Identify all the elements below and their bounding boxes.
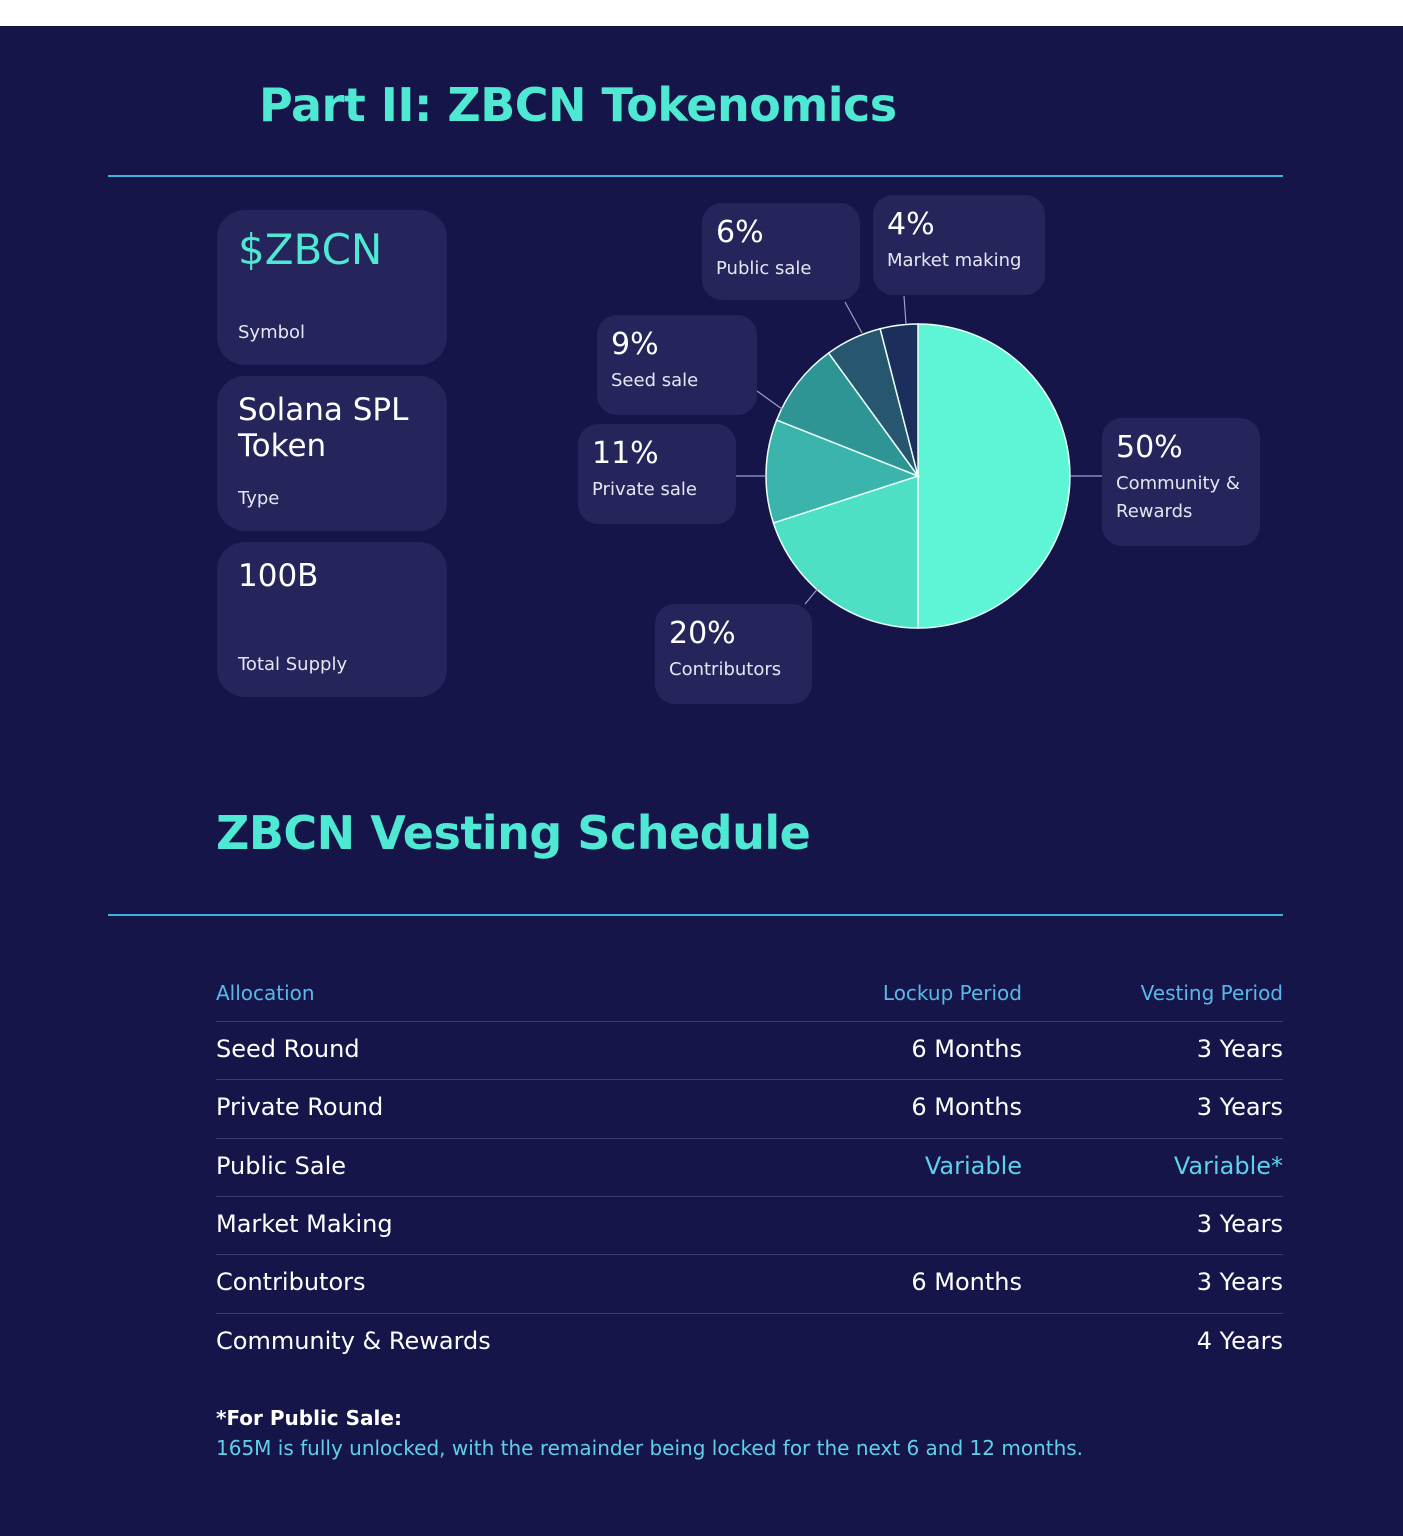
- leader-line: [903, 295, 907, 325]
- table-cell: Community & Rewards: [216, 1326, 491, 1355]
- table-cell: Variable: [924, 1151, 1022, 1180]
- table-cell: 6 Months: [911, 1093, 1022, 1122]
- pie-slice: [879, 323, 919, 477]
- info-card: Solana SPL Token Type: [217, 376, 447, 531]
- table-cell: 3 Years: [1196, 1093, 1283, 1122]
- slice-name: Private sale: [592, 479, 697, 500]
- table-header: Lockup Period: [882, 981, 1022, 1005]
- pie-chart: [736, 295, 1102, 629]
- leader-line: [804, 585, 821, 605]
- leader-line: [844, 301, 863, 334]
- row-separator: [216, 1312, 1283, 1314]
- table-header: Vesting Period: [1140, 981, 1283, 1005]
- row-separator: [216, 1195, 1283, 1197]
- table-cell: Market Making: [216, 1209, 393, 1238]
- card-value: Solana SPL Token: [238, 392, 409, 464]
- pie-slice: [765, 419, 921, 524]
- card-value: $ZBCN: [238, 225, 383, 274]
- info-card: 100B Total Supply: [217, 542, 447, 697]
- slice-name: Market making: [887, 250, 1022, 271]
- slice-label: 20% Contributors: [655, 604, 812, 704]
- table-cell: 3 Years: [1196, 1035, 1283, 1063]
- info-card: $ZBCN Symbol: [217, 210, 447, 365]
- slice-value: 9%: [611, 327, 659, 362]
- slice-name: Public sale: [716, 258, 812, 279]
- table-cell: 3 Years: [1196, 1209, 1283, 1238]
- table-cell: 3 Years: [1196, 1268, 1283, 1297]
- page-title: Part II: ZBCN Tokenomics: [259, 78, 897, 132]
- pie-slice: [772, 474, 919, 629]
- card-label: Type: [238, 488, 280, 509]
- row-separator: [216, 1021, 1283, 1022]
- divider: [108, 914, 1283, 916]
- table-cell: Public Sale: [216, 1151, 347, 1180]
- row-separator: [216, 1079, 1283, 1081]
- slice-value: 6%: [716, 215, 764, 250]
- slice-value: 50%: [1116, 430, 1183, 465]
- table-cell: 4 Years: [1196, 1326, 1283, 1355]
- card-label: Symbol: [238, 322, 306, 343]
- slice-label: 6% Public sale: [702, 203, 860, 300]
- table-cell: Variable*: [1173, 1151, 1283, 1180]
- row-separator: [216, 1137, 1283, 1139]
- slice-name: Contributors: [669, 659, 782, 680]
- slice-label: 4% Market making: [873, 195, 1045, 295]
- slice-name: Community & Rewards: [1116, 473, 1240, 522]
- slice-label: 11% Private sale: [578, 424, 736, 524]
- card-label: Total Supply: [238, 654, 348, 675]
- slice-label: 50% Community & Rewards: [1102, 418, 1260, 546]
- table-cell: Seed Round: [216, 1035, 360, 1063]
- table-cell: 6 Months: [911, 1035, 1022, 1063]
- slice-value: 20%: [669, 616, 736, 651]
- pie-slice: [917, 323, 1071, 629]
- slice-value: 4%: [887, 207, 935, 242]
- card-value: 100B: [238, 558, 319, 594]
- table-cell: Contributors: [216, 1268, 366, 1297]
- section-title: ZBCN Vesting Schedule: [216, 806, 811, 860]
- slice-value: 11%: [592, 436, 659, 471]
- footnote-text: 165M is fully unlocked, with the remaind…: [216, 1436, 1084, 1460]
- footnote-title: *For Public Sale:: [216, 1406, 402, 1430]
- divider: [108, 175, 1283, 177]
- row-separator: [216, 1254, 1283, 1256]
- table-cell: 6 Months: [911, 1268, 1022, 1297]
- slice-name: Seed sale: [611, 370, 699, 391]
- table-cell: Private Round: [216, 1093, 384, 1122]
- page: Part II: ZBCN Tokenomics ZBCN Vesting Sc…: [0, 26, 1403, 1536]
- pie-slice: [775, 351, 921, 478]
- leader-line: [756, 390, 783, 410]
- slice-label: 9% Seed sale: [597, 315, 757, 415]
- table-header: Allocation: [216, 981, 315, 1005]
